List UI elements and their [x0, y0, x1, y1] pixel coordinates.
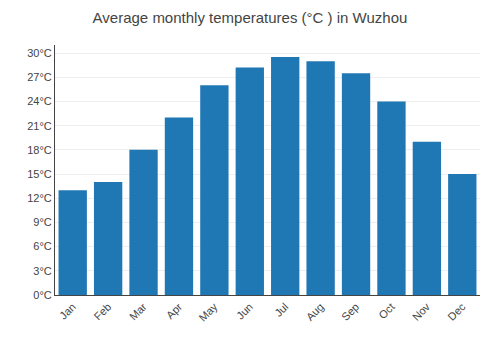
svg-text:12°C: 12°C — [27, 192, 52, 204]
svg-text:Jun: Jun — [234, 301, 255, 322]
svg-text:Dec: Dec — [445, 300, 468, 323]
svg-text:Oct: Oct — [376, 301, 397, 322]
svg-text:May: May — [197, 300, 221, 324]
svg-text:Average monthly temperatures (: Average monthly temperatures (°C ) in Wu… — [93, 9, 408, 26]
svg-text:24°C: 24°C — [27, 95, 52, 107]
svg-text:Nov: Nov — [410, 300, 433, 323]
svg-text:Aug: Aug — [304, 301, 326, 323]
svg-text:Sep: Sep — [339, 301, 361, 323]
svg-text:Jul: Jul — [272, 301, 290, 319]
svg-text:0°C: 0°C — [33, 289, 52, 301]
svg-text:Mar: Mar — [127, 300, 149, 322]
svg-text:27°C: 27°C — [27, 71, 52, 83]
svg-text:18°C: 18°C — [27, 144, 52, 156]
svg-text:Feb: Feb — [92, 301, 114, 323]
svg-text:21°C: 21°C — [27, 120, 52, 132]
svg-text:Apr: Apr — [164, 300, 185, 321]
svg-text:30°C: 30°C — [27, 47, 52, 59]
svg-text:Jan: Jan — [57, 301, 78, 322]
svg-text:6°C: 6°C — [33, 240, 52, 252]
svg-text:9°C: 9°C — [33, 216, 52, 228]
svg-text:3°C: 3°C — [33, 265, 52, 277]
svg-text:15°C: 15°C — [27, 168, 52, 180]
